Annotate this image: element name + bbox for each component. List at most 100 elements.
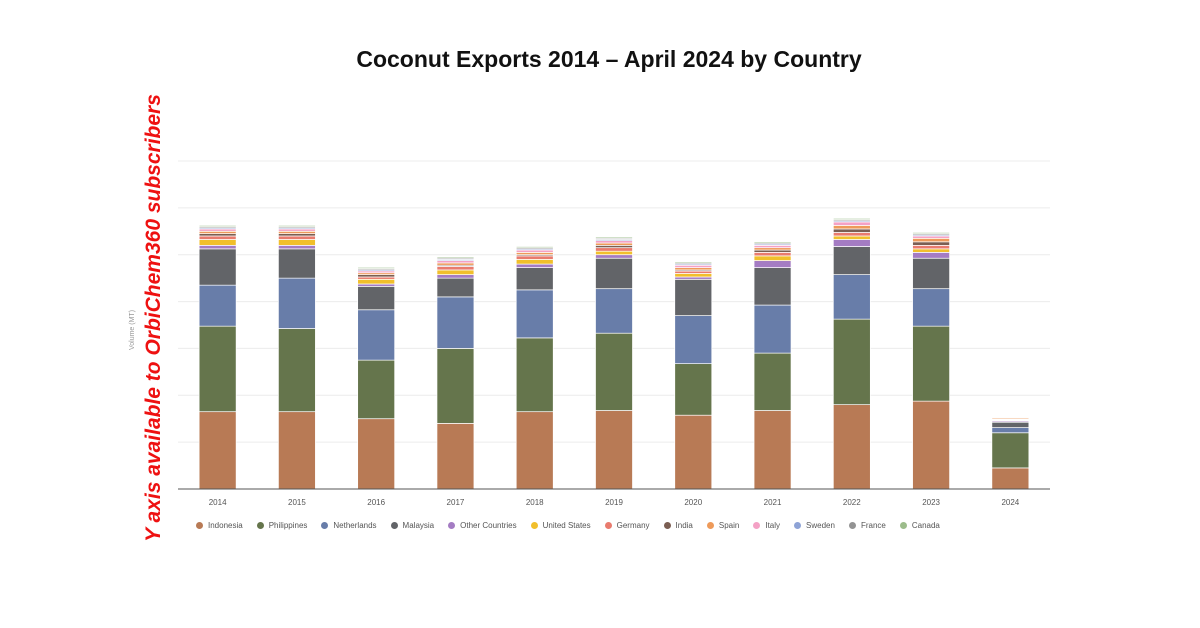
legend-marker-icon bbox=[530, 522, 538, 529]
bar-segment bbox=[912, 232, 950, 234]
legend-item[interactable]: France bbox=[848, 521, 886, 530]
legend-label: Other Countries bbox=[460, 521, 517, 530]
legend-label: Indonesia bbox=[208, 521, 243, 530]
bar-segment bbox=[912, 288, 950, 327]
bar-stack-2016 bbox=[357, 267, 396, 490]
legend-item[interactable]: Netherlands bbox=[321, 521, 377, 530]
bar-stack-2014 bbox=[198, 225, 237, 490]
legend-item[interactable]: Germany bbox=[604, 521, 650, 530]
bar-segment bbox=[198, 284, 237, 327]
bar-segment bbox=[515, 267, 554, 291]
bar-segment bbox=[357, 283, 396, 287]
bar-stack-2019 bbox=[595, 236, 633, 490]
bar-segment bbox=[436, 277, 475, 298]
bar-segment bbox=[595, 410, 633, 490]
bar-segment bbox=[515, 263, 554, 268]
bar-segment bbox=[753, 247, 792, 251]
bar-segment bbox=[198, 411, 237, 490]
bar-segment bbox=[832, 246, 871, 275]
legend-item[interactable]: Canada bbox=[899, 521, 940, 530]
bar-segment bbox=[753, 252, 792, 257]
bar-segment bbox=[198, 233, 237, 237]
bar-segment bbox=[436, 296, 475, 349]
x-tick-label: 2016 bbox=[367, 498, 385, 507]
bar-stack-2022 bbox=[832, 218, 871, 490]
chart-title: Coconut Exports 2014 – April 2024 by Cou… bbox=[356, 46, 862, 72]
legend-label: United States bbox=[542, 521, 591, 530]
bar-segment bbox=[515, 259, 554, 265]
bar-segment bbox=[912, 248, 950, 253]
legend-item[interactable]: Malaysia bbox=[390, 521, 434, 530]
bar-segment bbox=[278, 235, 316, 240]
bar-segment bbox=[595, 254, 633, 259]
legend-item[interactable]: United States bbox=[530, 521, 591, 530]
bar-segment bbox=[991, 427, 1030, 434]
bar-segment bbox=[515, 289, 554, 339]
bar-segment bbox=[674, 267, 713, 271]
legend-label: Italy bbox=[765, 521, 781, 530]
bar-segment bbox=[674, 278, 713, 316]
bar-segment bbox=[278, 328, 316, 413]
legend-item[interactable]: Philippines bbox=[256, 521, 307, 530]
x-tick-label: 2019 bbox=[605, 498, 623, 507]
bar-stack-2018 bbox=[515, 246, 554, 490]
bar-segment bbox=[357, 418, 396, 490]
x-tick-label: 2014 bbox=[209, 498, 227, 507]
bar-segment bbox=[753, 249, 792, 253]
legend-item[interactable]: Indonesia bbox=[196, 521, 243, 530]
bar-segment bbox=[991, 421, 1030, 428]
bar-segment bbox=[595, 257, 633, 290]
bar-segment bbox=[991, 467, 1030, 490]
bar-segment bbox=[595, 288, 633, 334]
y-axis-label: Volume (MT) bbox=[129, 310, 136, 350]
legend-marker-icon bbox=[448, 522, 456, 529]
legend-marker-icon bbox=[848, 522, 856, 529]
x-tick-label: 2021 bbox=[764, 498, 782, 507]
bar-segment bbox=[912, 237, 950, 243]
bar-segment bbox=[832, 318, 871, 406]
bar-segment bbox=[515, 246, 554, 249]
legend-item[interactable]: Spain bbox=[706, 521, 740, 530]
bar-segment bbox=[436, 269, 475, 275]
legend-item[interactable]: India bbox=[663, 521, 693, 530]
bar-segment bbox=[278, 228, 316, 232]
bar-stack-2021 bbox=[753, 241, 792, 490]
x-tick-label: 2018 bbox=[526, 498, 544, 507]
bar-segment bbox=[278, 233, 316, 237]
bar-segment bbox=[436, 260, 475, 264]
bar-segment bbox=[436, 274, 475, 279]
legend-item[interactable]: Sweden bbox=[794, 521, 835, 530]
bar-segment bbox=[278, 277, 316, 329]
bar-segment bbox=[198, 225, 237, 227]
bar-segment bbox=[278, 244, 316, 250]
bar-segment bbox=[515, 411, 554, 490]
bar-segment bbox=[753, 304, 792, 354]
bar-segment bbox=[753, 260, 792, 268]
bar-segment bbox=[674, 414, 713, 490]
bar-segment bbox=[436, 266, 475, 271]
bar-segment bbox=[753, 352, 792, 411]
bar-segment bbox=[832, 228, 871, 233]
bar-segment bbox=[436, 262, 475, 266]
legend-marker-icon bbox=[899, 522, 907, 529]
bar-segment bbox=[753, 410, 792, 490]
legend-item[interactable]: Other Countries bbox=[448, 521, 517, 530]
bar-segment bbox=[674, 273, 713, 278]
bar-segment bbox=[436, 423, 475, 490]
legend-item[interactable]: Italy bbox=[753, 521, 780, 530]
legend-marker-icon bbox=[794, 522, 802, 529]
legend-marker-icon bbox=[753, 522, 761, 529]
bar-segment bbox=[832, 235, 871, 240]
bar-segment bbox=[357, 276, 396, 280]
bar-segment bbox=[595, 242, 633, 246]
bar-segment bbox=[832, 218, 871, 220]
bar-segment bbox=[674, 363, 713, 416]
legend-label: Spain bbox=[718, 521, 740, 530]
bar-segment bbox=[515, 255, 554, 260]
legend-marker-icon bbox=[706, 522, 714, 529]
x-tick-label: 2017 bbox=[447, 498, 465, 507]
bar-segment bbox=[912, 252, 950, 259]
bar-segment bbox=[912, 241, 950, 246]
legend-marker-icon bbox=[390, 522, 398, 529]
